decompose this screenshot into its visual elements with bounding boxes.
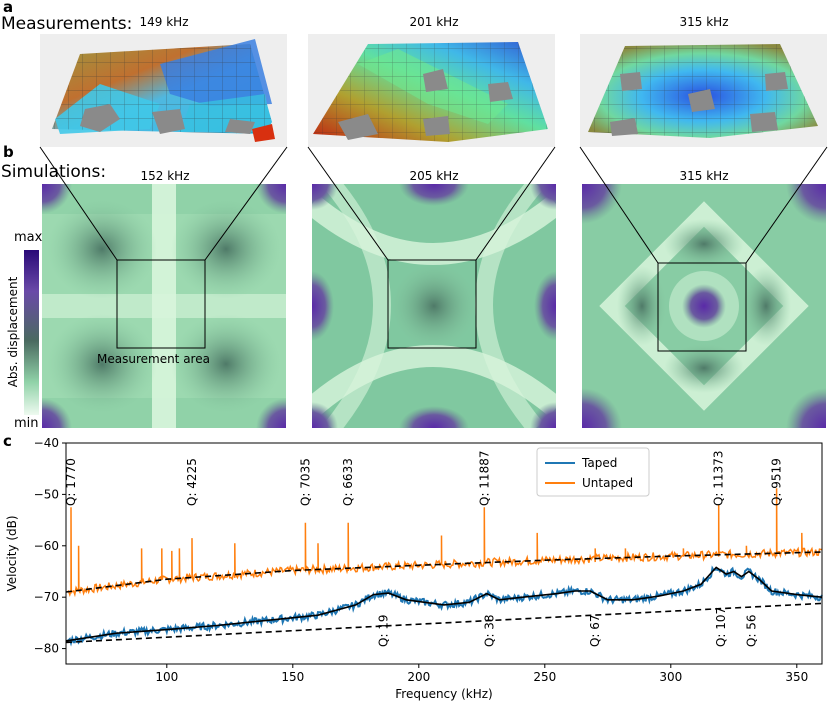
x-tick-label: 150 [281,670,304,684]
series-untaped-baseline-fit [65,551,823,593]
plot-frame [65,442,823,665]
simulation-map-1 [42,184,286,428]
panel-a-letter: a [3,0,14,16]
legend-label-untaped: Untaped [582,476,633,490]
measurements-title: Measurements: [1,14,133,34]
measurement-surface-3 [580,34,827,147]
x-tick-label: 250 [533,670,556,684]
colorbar-max-label: max [14,230,43,245]
q-annotation-bottom: Q: 107 [714,607,728,647]
q-annotation-top: Q: 1770 [64,458,78,506]
q-annotation-top: Q: 7035 [298,458,312,506]
q-annotation-bottom: Q: 19 [377,614,391,647]
y-axis-label: Velocity (dB) [5,515,19,591]
velocity-spectrum-chart: 100 150 200 250 300 350 −80 −70 −60 −50 −40 Frequen… [5,436,823,701]
q-annotation-bottom: Q: 38 [482,614,496,647]
measurement-freq-2: 201 kHz [409,15,459,29]
simulation-freq-1: 152 kHz [140,169,190,183]
zoom-lines [39,146,828,264]
colorbar-title: Abs. displacement [6,276,20,388]
simulation-freq-3: 315 kHz [679,169,729,183]
measurement-area-label: Measurement area [97,352,210,366]
series-untaped [66,488,822,598]
colorbar-min-label: min [14,416,39,431]
q-annotation-top: Q: 11887 [477,451,491,506]
simulation-freq-2: 205 kHz [409,169,459,183]
q-annotation-top: Q: 6633 [341,458,355,506]
x-tick-label: 100 [155,670,178,684]
series-taped-baseline-fit [65,602,823,644]
x-axis-label: Frequency (kHz) [395,687,492,701]
x-tick-label: 300 [659,670,682,684]
series-taped-fit [65,566,823,642]
panel-b-letter: b [3,143,14,161]
y-tick-label: −80 [34,642,59,656]
q-annotation-top: Q: 4225 [185,458,199,506]
q-annotation-top: Q: 11373 [712,451,726,506]
legend-label-taped: Taped [581,456,617,470]
simulation-map-2 [312,184,556,428]
measurement-surface-2 [308,34,555,147]
y-tick-label: −40 [34,436,59,450]
colorbar [24,250,39,415]
simulations-title: Simulations: [1,162,107,182]
y-tick-label: −60 [34,539,59,553]
measurement-freq-3: 315 kHz [679,15,729,29]
measurement-surface-1 [40,34,287,147]
q-annotation-bottom: Q: 56 [744,614,758,647]
panel-c-letter: c [3,432,12,450]
q-annotation-top: Q: 9519 [770,458,784,506]
x-tick-label: 200 [407,670,430,684]
x-tick-label: 350 [785,670,808,684]
simulation-map-3 [582,184,826,428]
y-tick-label: −50 [34,487,59,501]
measurement-freq-1: 149 kHz [139,15,189,29]
y-tick-label: −70 [34,590,59,604]
q-annotation-bottom: Q: 67 [588,614,602,647]
